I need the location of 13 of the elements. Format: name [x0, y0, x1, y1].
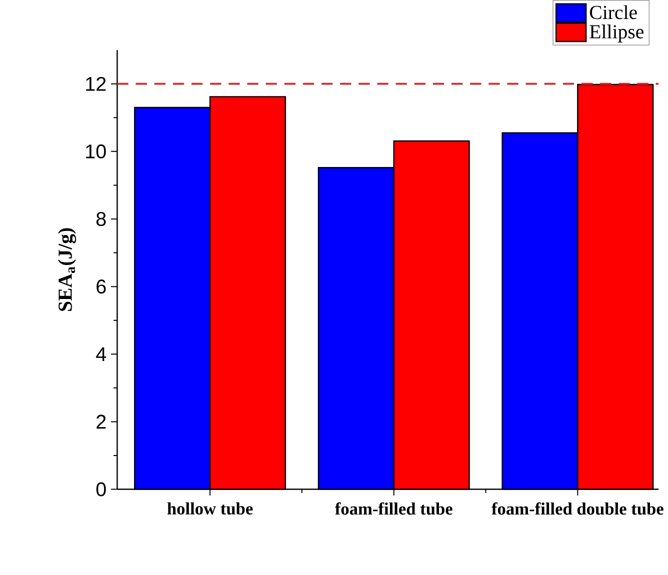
- y-tick-label: 12: [86, 76, 106, 91]
- legend-label: Ellipse: [590, 24, 644, 42]
- legend-label: Circle: [590, 4, 637, 19]
- y-tick-label: 0: [96, 482, 106, 496]
- y-tick-label: 2: [96, 414, 106, 428]
- y-tick-label: 6: [96, 279, 106, 294]
- y-tick-label: 4: [96, 347, 106, 361]
- x-tick-label: foam-filled tube: [335, 502, 452, 515]
- y-tick-label: 10: [86, 144, 106, 158]
- y-tick-label: 8: [96, 212, 106, 226]
- x-tick-label: hollow tube: [167, 502, 253, 514]
- y-axis-title: SEA$_{a}$(J/g): [58, 228, 76, 311]
- x-tick-label: foam-filled double tube: [492, 502, 664, 515]
